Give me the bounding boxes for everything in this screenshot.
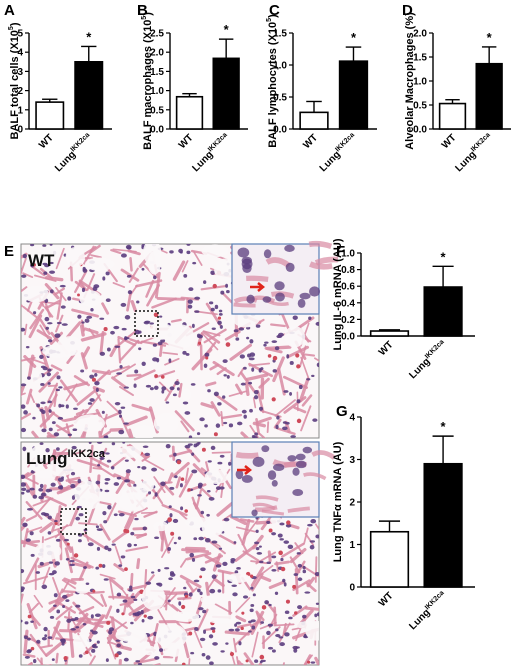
x-category-label: LungIKK2ca xyxy=(407,590,450,633)
bar-wt xyxy=(299,111,329,130)
y-tick-label: 0.5 xyxy=(273,93,287,104)
y-tick-label: 2 xyxy=(17,86,23,97)
lung-inset-texture xyxy=(235,445,336,517)
panel-letter-f: F xyxy=(336,243,345,260)
micrograph-wt: WT xyxy=(20,240,339,439)
bar-lung-ikk2ca xyxy=(423,462,463,588)
y-tick-label: 5 xyxy=(17,29,23,40)
x-category-label: LungIKK2ca xyxy=(453,132,496,175)
y-tick-label: 2.0 xyxy=(150,48,164,59)
y-tick-label: 1.0 xyxy=(273,61,287,72)
y-tick-label: 2.5 xyxy=(150,29,164,40)
y-tick-label: 0.0 xyxy=(413,125,427,136)
wt-arrow-icon xyxy=(250,282,266,292)
y-tick-label: 2 xyxy=(349,498,355,509)
y-tick-label: 1 xyxy=(17,105,23,116)
micrograph-lung-ikk2ca: LungIKK2ca xyxy=(20,441,336,666)
panel-letter-e: E xyxy=(4,243,14,260)
panel-letter-g: G xyxy=(336,403,348,420)
x-category-label: LungIKK2ca xyxy=(407,339,450,382)
y-tick-label: 0.5 xyxy=(150,105,164,116)
bar-wt xyxy=(175,95,204,130)
bar-wt xyxy=(369,330,410,337)
panel-letter-d: D xyxy=(402,2,413,19)
y-tick-label: 1.0 xyxy=(150,86,164,97)
bar-wt xyxy=(369,530,410,588)
y-tick-label: 0.6 xyxy=(341,282,355,293)
lung-inset xyxy=(231,441,336,518)
y-tick-label: 4 xyxy=(17,48,23,59)
significance-marker: * xyxy=(441,249,447,264)
significance-marker: * xyxy=(487,30,493,45)
y-tick-label: 1.5 xyxy=(413,53,427,64)
x-category-label: WT xyxy=(177,132,196,151)
y-tick-label: 3 xyxy=(349,455,355,466)
wt-tissue-texture xyxy=(21,244,319,438)
y-tick-label: 0.0 xyxy=(341,332,355,343)
y-tick-label: 0 xyxy=(17,125,23,136)
micrograph-label-lung: LungIKK2ca xyxy=(26,448,106,468)
x-category-label: LungIKK2ca xyxy=(317,132,360,175)
lung-arrow-icon xyxy=(237,465,253,475)
y-tick-label: 1 xyxy=(349,540,355,551)
y-tick-label: 0.0 xyxy=(150,125,164,136)
y-axis-title: Lung IL-6 mRNA (AU) xyxy=(332,238,344,350)
chart-g-lung-tnfa-mrna: G 0 1 2 3 4 Lung TNFα mRNA (AU) WT LungIKK2ca * xyxy=(332,403,475,632)
y-tick-label: 0.2 xyxy=(341,315,355,326)
y-tick-label: 1.5 xyxy=(273,29,287,40)
wt-inset xyxy=(231,240,339,315)
y-tick-label: 1.0 xyxy=(413,77,427,88)
x-category-label: WT xyxy=(440,132,459,151)
significance-marker: * xyxy=(441,419,447,434)
y-tick-label: 4 xyxy=(349,413,355,424)
x-category-label: WT xyxy=(377,590,396,609)
micrograph-panel: E WT xyxy=(4,240,339,666)
bar-wt xyxy=(438,102,467,130)
y-tick-label: 0 xyxy=(349,583,355,594)
bar-lung-ikk2ca xyxy=(212,57,240,130)
x-category-label: LungIKK2ca xyxy=(190,132,233,175)
bar-lung-ikk2ca xyxy=(74,60,104,130)
y-axis-title: Lung TNFα mRNA (AU) xyxy=(332,441,344,562)
y-tick-label: 0.8 xyxy=(341,265,355,276)
lung-tissue-texture xyxy=(21,442,319,665)
x-category-label: WT xyxy=(37,132,56,151)
y-axis-title: Alveolar Macrophages (%) xyxy=(404,12,416,150)
y-axis-title: BALF macrophages (X105) xyxy=(141,12,154,150)
bar-lung-ikk2ca xyxy=(475,62,503,130)
x-category-label: LungIKK2ca xyxy=(52,132,95,175)
y-tick-label: 2.0 xyxy=(413,29,427,40)
y-tick-label: 0.0 xyxy=(273,125,287,136)
y-tick-label: 1.0 xyxy=(341,249,355,260)
micrograph-label-wt: WT xyxy=(28,251,55,270)
y-tick-label: 0.5 xyxy=(413,101,427,112)
bar-lung-ikk2ca xyxy=(423,286,463,337)
y-axis-title: BALF lymphocytes (X105) xyxy=(266,14,279,148)
significance-marker: * xyxy=(351,30,357,45)
panel-letter-b: B xyxy=(137,2,148,19)
y-tick-label: 0.4 xyxy=(341,298,355,309)
lung-zoom-box xyxy=(60,508,87,535)
panel-letter-a: A xyxy=(4,2,15,19)
panel-letter-c: C xyxy=(269,2,280,19)
significance-marker: * xyxy=(224,22,230,37)
significance-marker: * xyxy=(86,29,92,44)
x-category-label: WT xyxy=(301,132,320,151)
x-category-label: WT xyxy=(377,339,396,358)
y-tick-label: 3 xyxy=(17,67,23,78)
bar-wt xyxy=(35,101,65,130)
y-tick-label: 1.5 xyxy=(150,67,164,78)
wt-inset-texture xyxy=(233,240,339,308)
y-axis-title: BALF total cells (X105) xyxy=(8,22,21,139)
bar-lung-ikk2ca xyxy=(338,60,369,130)
